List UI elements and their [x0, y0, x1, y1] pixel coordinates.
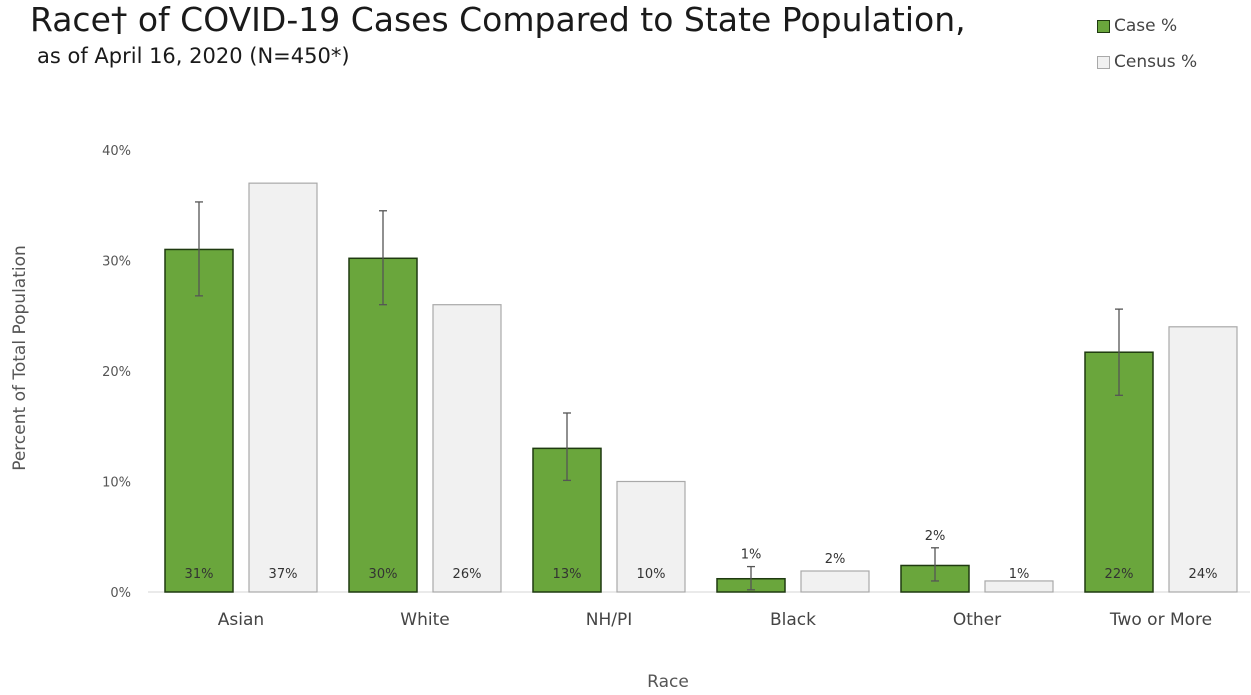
- bar-census-white: [432, 304, 502, 593]
- bar-census-nh-pi: [616, 480, 686, 593]
- bar-census-other: [984, 580, 1054, 593]
- x-axis-label: Race: [647, 672, 689, 692]
- data-label-case: 31%: [185, 567, 214, 582]
- x-tick-label: NH/PI: [586, 610, 633, 630]
- bar-case-white: [348, 257, 418, 593]
- data-label-case: 30%: [369, 567, 398, 582]
- data-label-census: 26%: [453, 567, 482, 582]
- data-label-census: 2%: [825, 552, 846, 567]
- legend-label-census: Census %: [1114, 52, 1198, 72]
- legend-item-case: Case %: [1097, 8, 1197, 44]
- x-tick-label: Black: [770, 610, 816, 630]
- x-tick-label: Two or More: [1109, 610, 1212, 630]
- x-tick-label: Other: [953, 610, 1001, 630]
- bar-census-black: [800, 570, 870, 593]
- data-label-case: 1%: [741, 548, 762, 563]
- data-label-case: 13%: [553, 567, 582, 582]
- chart-subtitle: as of April 16, 2020 (N=450*): [37, 44, 350, 68]
- data-label-case: 2%: [925, 529, 946, 544]
- y-tick-label: 30%: [102, 255, 131, 270]
- x-tick-label: White: [400, 610, 449, 630]
- data-label-case: 22%: [1105, 567, 1134, 582]
- y-tick-label: 20%: [102, 365, 131, 380]
- chart-title: Race† of COVID-19 Cases Compared to Stat…: [30, 0, 966, 39]
- bar-census-asian: [248, 182, 318, 593]
- y-tick-label: 0%: [110, 586, 131, 601]
- data-label-census: 1%: [1009, 567, 1030, 582]
- data-label-census: 10%: [637, 567, 666, 582]
- legend-label-case: Case %: [1114, 16, 1178, 36]
- y-axis-label: Percent of Total Population: [10, 245, 30, 471]
- data-label-census: 37%: [269, 567, 298, 582]
- bar-case-asian: [164, 248, 234, 593]
- y-tick-label: 40%: [102, 144, 131, 159]
- y-tick-label: 10%: [102, 476, 131, 491]
- x-tick-label: Asian: [218, 610, 264, 630]
- legend-item-census: Census %: [1097, 44, 1197, 80]
- legend-swatch-case: [1097, 19, 1110, 33]
- legend-swatch-census: [1097, 55, 1110, 69]
- legend: Case % Census %: [1097, 8, 1197, 80]
- data-label-census: 24%: [1189, 567, 1218, 582]
- bar-census-two-or-more: [1168, 326, 1238, 593]
